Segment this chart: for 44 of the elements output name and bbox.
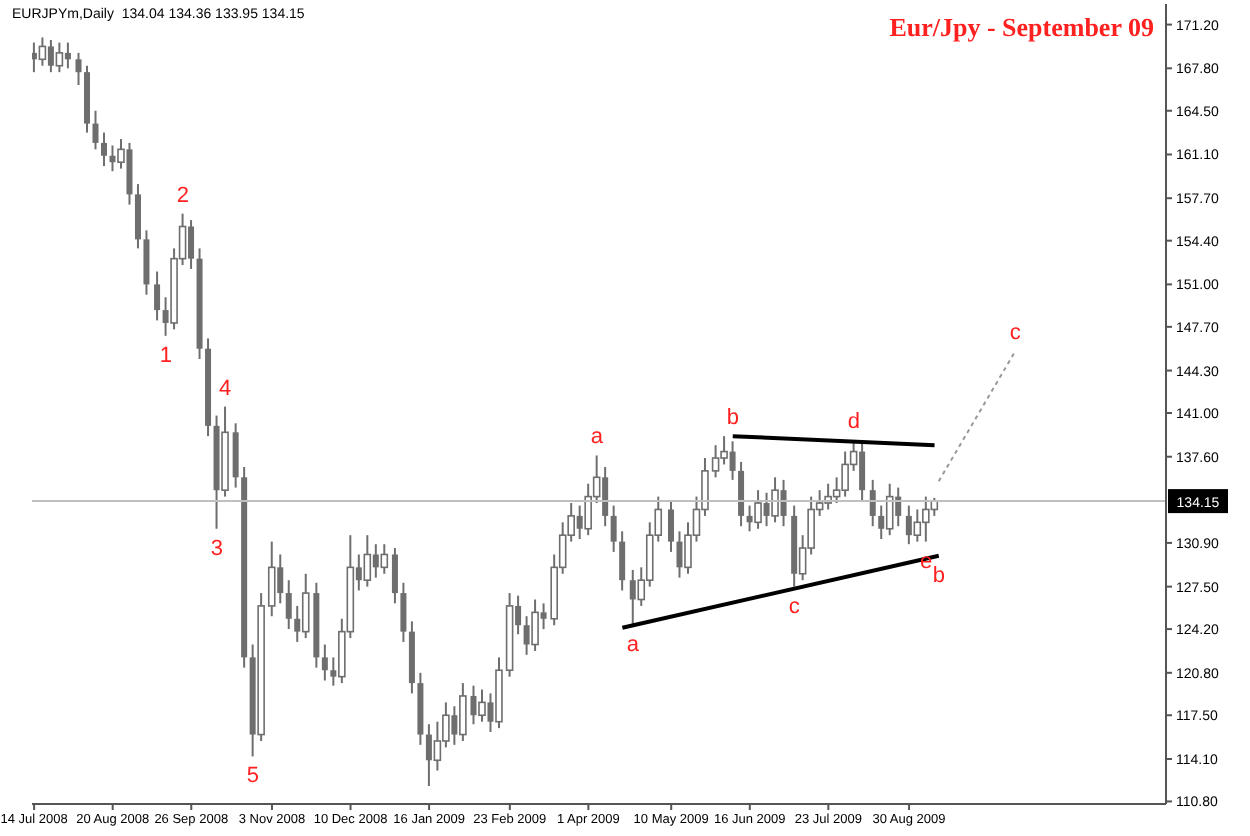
candlestick <box>610 504 617 553</box>
candlestick <box>667 499 674 553</box>
candlestick <box>433 720 442 772</box>
candlestick <box>38 36 47 67</box>
candlestick <box>100 131 107 168</box>
candlestick <box>885 482 894 537</box>
candlestick <box>478 688 486 723</box>
candlestick <box>531 598 539 652</box>
annotation: 4 <box>219 376 232 401</box>
annotation: c <box>788 594 801 619</box>
candlestick <box>64 41 71 70</box>
candlestick <box>619 530 626 592</box>
annotation: b <box>932 563 945 588</box>
annotation: a <box>626 633 641 658</box>
annotation: b <box>726 406 739 431</box>
candlestick <box>869 478 876 528</box>
annotation: 3 <box>210 536 223 561</box>
candlestick <box>363 534 372 588</box>
candlestick <box>391 547 398 605</box>
candlestick <box>154 270 161 322</box>
annotation: d <box>847 410 860 435</box>
candlestick <box>285 579 292 631</box>
annotation: 2 <box>176 183 189 208</box>
annotation: 1 <box>159 343 172 368</box>
annotation: c <box>1009 321 1022 346</box>
candlestick <box>134 183 141 250</box>
annotation: a <box>590 425 605 450</box>
candlestick <box>92 109 99 151</box>
candlestick <box>754 489 762 530</box>
candlestick <box>400 581 407 643</box>
candlestick <box>55 41 64 74</box>
candlestick <box>232 422 239 489</box>
candlestick <box>913 508 922 543</box>
chart-title: Eur/Jpy - September 09 <box>889 12 1154 44</box>
candlestick <box>841 450 849 498</box>
annotation: 5 <box>246 764 259 789</box>
candlestick <box>738 460 745 528</box>
candlestick <box>771 476 779 524</box>
candlestick <box>75 51 82 87</box>
candlestick <box>321 643 328 682</box>
candlestick <box>922 495 930 543</box>
candlestick <box>584 482 592 537</box>
candlestick <box>380 543 389 575</box>
candlestick <box>143 229 150 296</box>
